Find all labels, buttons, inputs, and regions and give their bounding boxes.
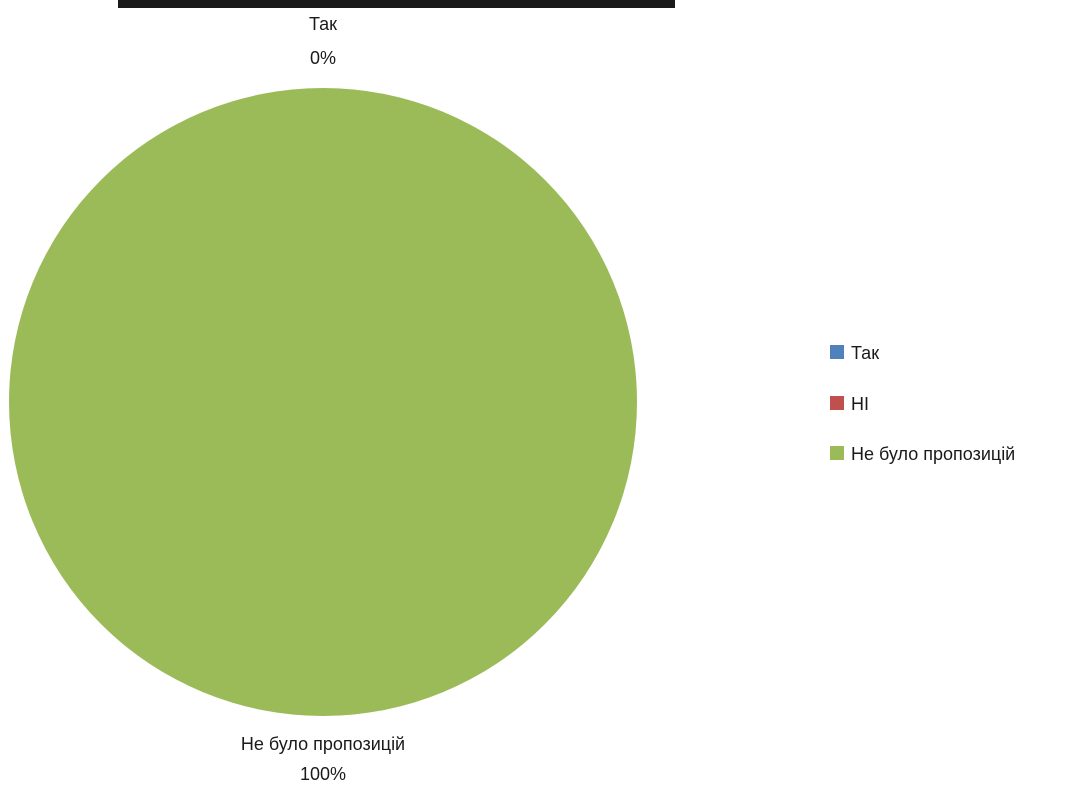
data-label-percent-tak: 0% [310,48,336,68]
data-labels: Так 0% Не було пропозицій 100% [241,14,405,784]
pie-slices [9,88,637,716]
legend: Так НІ Не було пропозицій [830,343,1015,464]
legend-label-ne-bulo: Не було пропозицій [851,444,1015,464]
legend-label-tak: Так [851,343,879,363]
data-label-category-ne-bulo: Не було пропозицій [241,734,405,754]
data-label-percent-ne-bulo: 100% [300,764,346,784]
legend-swatch-tak [830,345,844,359]
data-label-category-tak: Так [309,14,337,34]
pie-slice-3 [9,88,637,716]
title-fragment-right [375,0,675,8]
title-fragment-left [118,0,390,8]
legend-label-ni: НІ [851,394,869,414]
legend-swatch-ni [830,396,844,410]
chart-title-fragment [118,0,675,8]
legend-swatch-ne-bulo [830,446,844,460]
